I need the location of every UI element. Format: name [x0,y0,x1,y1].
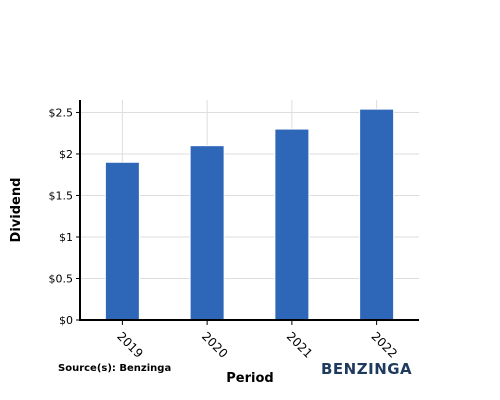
x-tick-label: 2020 [199,329,230,360]
brand-logo: BENZINGA [321,360,413,378]
bar-2021 [274,128,310,321]
source-caption: Source(s): Benzinga [58,363,172,374]
y-tick-label: $1 [59,231,73,244]
y-tick-label: $2 [59,148,73,161]
y-ticks: $0 $0.5 $1 $1.5 $2 $2.5 [49,106,80,327]
y-tick-label: $0 [59,314,73,327]
x-tick-label: 2022 [369,329,400,360]
y-axis-title: Dividend [9,178,24,243]
x-tick-label: 2021 [284,329,315,360]
bars [104,108,395,321]
y-tick-label: $1.5 [49,189,74,202]
bar-2022 [359,108,395,321]
y-tick-label: $0.5 [49,272,74,285]
bar-2019 [104,161,140,321]
x-axis-title: Period [226,371,273,386]
y-tick-label: $2.5 [49,106,74,119]
x-tick-label: 2019 [114,329,145,360]
bar-2020 [189,145,225,321]
x-ticks: 2019 2020 2021 2022 [114,320,400,361]
